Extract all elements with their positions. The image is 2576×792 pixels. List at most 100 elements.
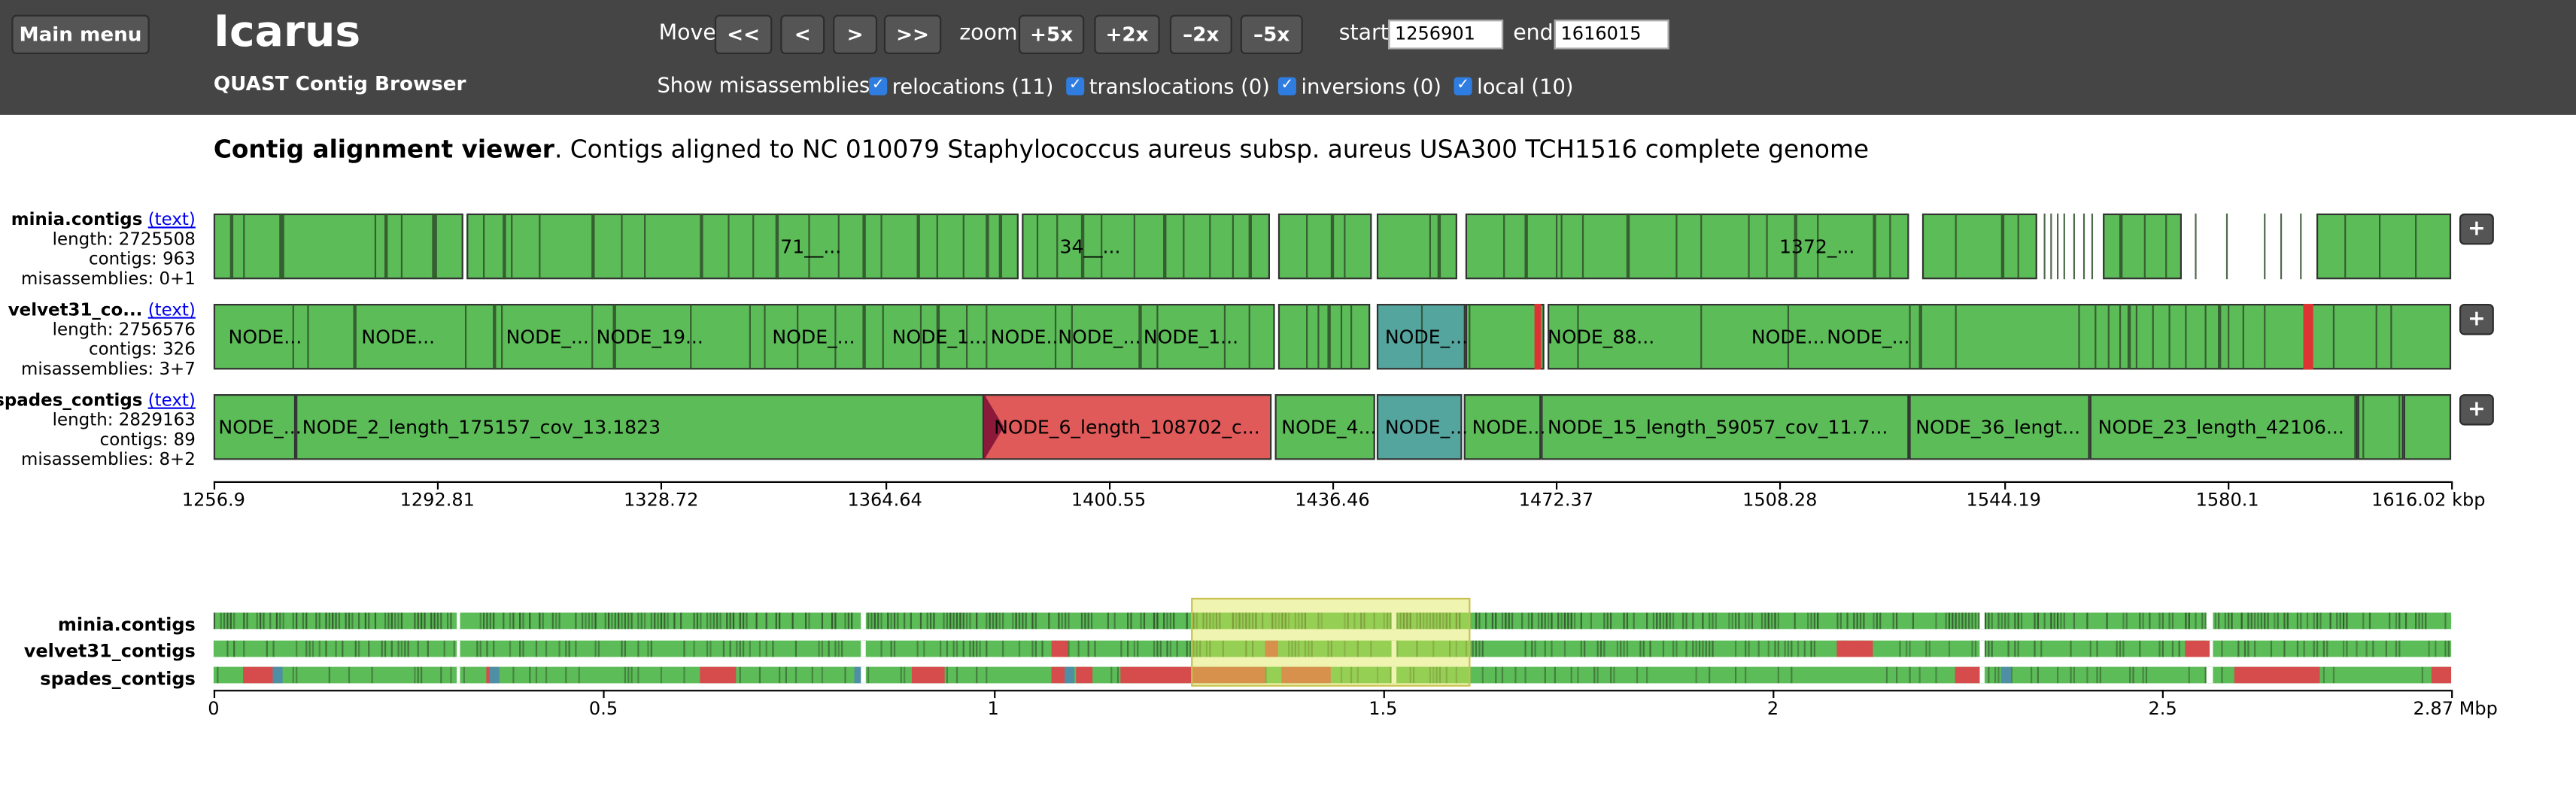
- contig-boundary: [1054, 303, 1057, 370]
- contig-block[interactable]: [1463, 394, 1542, 460]
- contig-boundary: [2095, 303, 2097, 370]
- end-input[interactable]: 1616015: [1554, 20, 1669, 50]
- contig-block[interactable]: [1277, 303, 1371, 370]
- overview-stripe: [1807, 612, 1809, 630]
- move-left-button[interactable]: <: [780, 14, 825, 55]
- contig-block[interactable]: [2316, 213, 2452, 280]
- overview-stripe: [328, 666, 330, 684]
- overview-stripe: [2306, 612, 2309, 630]
- overview-stripe: [1041, 640, 1043, 657]
- overview-stripe: [1327, 640, 1329, 657]
- contig-block[interactable]: [2403, 394, 2452, 460]
- overview-stripe: [1219, 612, 1221, 630]
- overview-stripe: [2395, 612, 2398, 630]
- contig-boundary: [1626, 213, 1630, 280]
- overview-stripe: [493, 640, 495, 657]
- contig-block[interactable]: [1465, 303, 1545, 370]
- overview-stripe: [841, 640, 843, 657]
- overview-stripe: [1971, 640, 1973, 657]
- relocations-checkbox[interactable]: ✓ relocations (11): [869, 74, 1053, 99]
- zoom-in-2x-button[interactable]: +2x: [1094, 14, 1160, 55]
- overview-misassembly: [2234, 666, 2320, 684]
- main-menu-button[interactable]: Main menu: [11, 14, 150, 55]
- contig-boundary: [2217, 303, 2222, 370]
- overview-stripe: [243, 612, 245, 630]
- contig-block[interactable]: [1376, 213, 1457, 280]
- overview-stripe: [296, 612, 298, 630]
- overview-stripe: [2243, 640, 2246, 657]
- translocations-checkbox[interactable]: ✓ translocations (0): [1066, 74, 1270, 99]
- overview-stripe: [893, 612, 896, 630]
- overview-stripe: [644, 612, 646, 630]
- overview-stripe: [384, 640, 387, 657]
- contig-block[interactable]: [2357, 394, 2404, 460]
- contig-boundary: [2050, 213, 2052, 280]
- contig-block[interactable]: [1909, 394, 2090, 460]
- contig-block[interactable]: [1548, 303, 2452, 370]
- contig-block[interactable]: [466, 213, 1019, 280]
- overview-stripe: [535, 666, 538, 684]
- overview-track-minia[interactable]: [213, 612, 2452, 630]
- zoom-in-5x-button[interactable]: +5x: [1018, 14, 1085, 55]
- inversions-checkbox[interactable]: ✓ inversions (0): [1277, 74, 1441, 99]
- contig-block[interactable]: [2089, 394, 2358, 460]
- contig-block[interactable]: [1921, 213, 2037, 280]
- overview-gap: [1391, 640, 1397, 657]
- overview-stripe: [1948, 640, 1951, 657]
- track-misassemblies: misassemblies: 8+2: [21, 450, 196, 470]
- contig-boundary: [2056, 213, 2059, 280]
- overview-stripe: [880, 612, 882, 630]
- contig-block[interactable]: [2103, 213, 2182, 280]
- move-far-left-button[interactable]: <<: [714, 14, 773, 55]
- contig-block[interactable]: [1277, 213, 1372, 280]
- text-link[interactable]: (text): [147, 210, 196, 230]
- overview-stripe: [1412, 666, 1415, 684]
- text-link[interactable]: (text): [147, 300, 196, 320]
- axis-tick-label: 0.5: [588, 698, 618, 720]
- contig-block[interactable]: [1541, 394, 1909, 460]
- contig-track-velvet: NODE... NODE... NODE_... NODE_19... NODE_...…: [213, 303, 2452, 373]
- contig-block[interactable]: [213, 303, 1275, 370]
- overview-stripe: [2178, 640, 2180, 657]
- zoom-out-5x-button[interactable]: –5x: [1240, 14, 1303, 55]
- overview-stripe: [1018, 612, 1021, 630]
- misassembly-marker[interactable]: [2303, 303, 2313, 370]
- contig-block[interactable]: [1274, 394, 1375, 460]
- overview-stripe: [880, 640, 882, 657]
- contig-block[interactable]: [1465, 213, 1909, 280]
- expand-track-minia-button[interactable]: +: [2459, 213, 2494, 245]
- overview-stripe: [1584, 640, 1586, 657]
- overview-stripe: [2034, 640, 2036, 657]
- overview-stripe: [368, 640, 370, 657]
- overview-selection-window[interactable]: [1191, 597, 1471, 687]
- expand-track-velvet-button[interactable]: +: [2459, 303, 2494, 335]
- move-right-button[interactable]: >: [833, 14, 878, 55]
- move-far-right-button[interactable]: >>: [883, 14, 942, 55]
- contig-block[interactable]: [984, 394, 1272, 460]
- contig-block[interactable]: [1022, 213, 1271, 280]
- contig-boundary: [1183, 213, 1185, 280]
- overview-stripe: [775, 612, 777, 630]
- overview-stripe: [1416, 640, 1418, 657]
- text-link[interactable]: (text): [147, 390, 196, 411]
- contig-block[interactable]: [1376, 394, 1463, 460]
- axis-tick-label: 2.87 Mbp: [2413, 698, 2498, 720]
- local-checkbox[interactable]: ✓ local (10): [1454, 74, 1573, 99]
- contig-boundary: [503, 213, 506, 280]
- overview-misassembly: [911, 666, 945, 684]
- expand-track-spades-button[interactable]: +: [2459, 394, 2494, 426]
- start-input[interactable]: 1256901: [1388, 20, 1504, 50]
- contig-block[interactable]: [213, 213, 463, 280]
- contig-boundary: [621, 213, 623, 280]
- overview-stripe: [1620, 640, 1622, 657]
- contig-block[interactable]: [213, 394, 296, 460]
- overview-track-velvet[interactable]: [213, 640, 2452, 657]
- overview-stripe: [2204, 612, 2207, 630]
- overview-misassembly: [700, 666, 737, 684]
- zoom-out-2x-button[interactable]: –2x: [1169, 14, 1232, 55]
- contig-block[interactable]: [296, 394, 985, 460]
- contig-boundary: [1340, 303, 1343, 370]
- misassembly-marker[interactable]: [1534, 303, 1542, 370]
- overview-stripe: [1675, 640, 1678, 657]
- overview-track-spades[interactable]: [213, 666, 2452, 684]
